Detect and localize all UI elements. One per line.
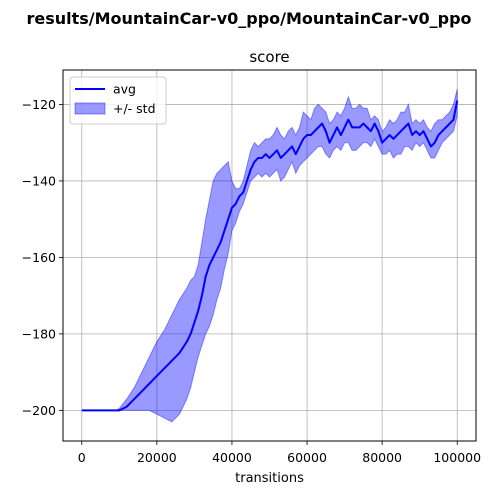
x-axis-label: transitions: [235, 471, 304, 486]
y-tick-label: −140: [22, 173, 56, 188]
band-layer: [81, 89, 458, 423]
y-tick-label: −160: [22, 250, 56, 265]
x-tick-label: 80000: [362, 450, 402, 465]
y-tick-label: −200: [22, 403, 56, 418]
x-tick-label: 40000: [212, 450, 252, 465]
plot-frame: [62, 69, 477, 442]
avg-line: [81, 100, 459, 412]
legend-avg-label: avg: [113, 82, 136, 97]
x-axis-ticks: 0 20000 40000 60000 80000 100000: [78, 441, 481, 465]
x-tick-label: 0: [78, 450, 86, 465]
y-tick-label: −120: [22, 97, 56, 112]
legend: avg +/- std: [69, 76, 167, 125]
x-tick-label: 100000: [433, 450, 481, 465]
legend-std-label: +/- std: [113, 101, 156, 116]
legend-std-swatch: [74, 102, 106, 115]
chart-title: score: [249, 48, 289, 66]
y-tick-label: −180: [22, 326, 56, 341]
line-layer: [81, 100, 459, 412]
x-tick-label: 20000: [137, 450, 177, 465]
figure-suptitle: results/MountainCar-v0_ppo/MountainCar-v…: [26, 9, 471, 28]
y-axis-ticks: −200 −180 −160 −140 −120: [22, 97, 63, 418]
x-tick-label: 60000: [287, 450, 327, 465]
std-band: [81, 89, 458, 423]
